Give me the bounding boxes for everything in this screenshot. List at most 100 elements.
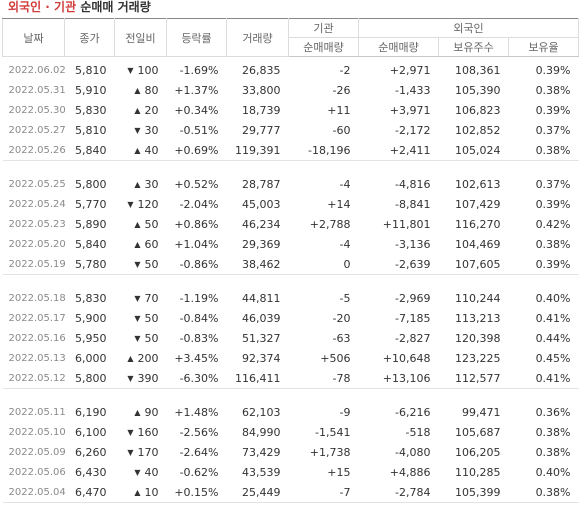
row-rate: -1.69% bbox=[179, 63, 219, 77]
row-volume: 119,391 bbox=[226, 140, 289, 161]
row-rate: -0.83% bbox=[179, 331, 219, 345]
row-rate: +3.45% bbox=[174, 351, 219, 365]
row-close: 5,780 bbox=[64, 254, 115, 275]
arrow-down-icon: ▼ bbox=[134, 467, 141, 477]
header-frgn-ratio: 보유율 bbox=[507, 37, 580, 57]
row-date: 2022.05.13 bbox=[8, 352, 66, 364]
change-value: 100 bbox=[137, 63, 159, 77]
arrow-up-icon: ▲ bbox=[134, 179, 141, 189]
row-frgn-ratio: 0.38% bbox=[535, 83, 571, 97]
table-row: 2022.06.02 5,810 ▼ 100 -1.69% 26,835 -2 +2,971 1… bbox=[3, 57, 579, 81]
change-value: 30 bbox=[144, 177, 159, 191]
change-value: 90 bbox=[144, 405, 159, 419]
row-frgn-ratio: 0.39% bbox=[508, 254, 579, 275]
row-rate: -0.62% bbox=[179, 465, 219, 479]
row-inst-net: +15 bbox=[327, 465, 351, 479]
table-row: 2022.05.24 5,770 ▼ 120 -2.04% 45,003 +14 -8,841… bbox=[3, 194, 579, 214]
row-date: 2022.05.24 bbox=[8, 198, 66, 210]
row-change: ▲ 20 bbox=[115, 100, 167, 120]
table-row: 2022.05.16 5,950 ▼ 50 -0.83% 51,327 -63 -2,827 1… bbox=[3, 328, 579, 348]
row-volume: 38,462 bbox=[226, 254, 289, 275]
arrow-up-icon: ▲ bbox=[134, 145, 141, 155]
table-row: 2022.05.10 6,100 ▼ 160 -2.56% 84,990 -1,541 -51… bbox=[3, 422, 579, 442]
title-net-volume: 순매매 거래량 bbox=[80, 0, 151, 14]
row-volume: 44,811 bbox=[242, 291, 281, 305]
row-change: ▲ 200 bbox=[115, 348, 167, 368]
row-rate: +0.86% bbox=[174, 217, 219, 231]
table-row: 2022.05.17 5,900 ▼ 50 -0.84% 46,039 -20 -7,185 1… bbox=[3, 308, 579, 328]
row-frgn-ratio: 0.45% bbox=[535, 351, 571, 365]
header-date: 날짜 bbox=[2, 18, 65, 57]
row-volume: 46,039 bbox=[242, 311, 281, 325]
arrow-down-icon: ▼ bbox=[134, 313, 141, 323]
row-close: 5,840 bbox=[75, 237, 107, 251]
change-value: 70 bbox=[144, 291, 159, 305]
row-change: ▲ 10 bbox=[114, 482, 167, 503]
header-institution: 기관 bbox=[288, 18, 359, 38]
row-rate: +0.34% bbox=[174, 103, 219, 117]
row-date: 2022.05.06 bbox=[8, 466, 66, 478]
arrow-up-icon: ▲ bbox=[134, 239, 141, 249]
row-frgn-net: +11,801 bbox=[382, 217, 431, 231]
row-volume: 28,787 bbox=[242, 177, 281, 191]
row-change: ▼ 50 bbox=[115, 308, 167, 328]
row-close: 5,830 bbox=[75, 291, 107, 305]
row-volume: 18,739 bbox=[242, 103, 281, 117]
row-frgn-ratio: 0.39% bbox=[535, 197, 571, 211]
table-row: 2022.05.30 5,830 ▲ 20 +0.34% 18,739 +11 +3,971 1… bbox=[3, 100, 579, 120]
row-frgn-ratio: 0.41% bbox=[535, 311, 571, 325]
row-change: ▲ 40 bbox=[114, 140, 167, 161]
row-rate: -2.56% bbox=[179, 425, 219, 439]
row-volume: 92,374 bbox=[242, 351, 281, 365]
row-inst-net: -7 bbox=[288, 482, 359, 503]
row-change: ▼ 160 bbox=[115, 422, 167, 442]
header-inst-net: 순매매량 bbox=[288, 37, 359, 57]
row-frgn-ratio: 0.36% bbox=[535, 405, 571, 419]
row-date: 2022.05.04 bbox=[2, 482, 66, 503]
row-close: 5,830 bbox=[75, 103, 107, 117]
table-row: 2022.05.18 5,830 ▼ 70 -1.19% 44,811 -5 -2,969 11… bbox=[3, 285, 579, 308]
row-inst-net: -4 bbox=[339, 177, 351, 191]
header-frgn-holdings: 보유주수 bbox=[438, 37, 509, 57]
row-frgn-net: -2,969 bbox=[395, 291, 431, 305]
change-value: 160 bbox=[137, 425, 159, 439]
arrow-up-icon: ▲ bbox=[134, 487, 141, 497]
row-volume: 45,003 bbox=[242, 197, 281, 211]
row-frgn-holdings: 99,471 bbox=[462, 405, 501, 419]
table-row: 2022.05.25 5,800 ▲ 30 +0.52% 28,787 -4 -4,816 10… bbox=[3, 171, 579, 194]
row-date: 2022.05.16 bbox=[8, 332, 66, 344]
row-frgn-net: -4,080 bbox=[395, 445, 431, 459]
row-change: ▲ 60 bbox=[115, 234, 167, 254]
table-row: 2022.05.27 5,810 ▼ 30 -0.51% 29,777 -60 -2,172 1… bbox=[3, 120, 579, 140]
row-frgn-ratio: 0.37% bbox=[535, 123, 571, 137]
row-frgn-net: +2,971 bbox=[389, 63, 431, 77]
row-inst-net: -5 bbox=[339, 291, 351, 305]
row-close: 5,810 bbox=[75, 63, 107, 77]
row-frgn-holdings: 102,852 bbox=[455, 123, 501, 137]
row-frgn-ratio: 0.37% bbox=[535, 177, 571, 191]
table-row: 2022.05.12 5,800 ▼ 390 -6.30% 116,411 -78 +13,1… bbox=[2, 368, 579, 389]
arrow-down-icon: ▼ bbox=[134, 259, 141, 269]
row-change: ▼ 120 bbox=[115, 194, 167, 214]
row-rate: -0.51% bbox=[179, 123, 219, 137]
row-inst-net: +506 bbox=[320, 351, 351, 365]
row-frgn-holdings: 104,469 bbox=[455, 237, 501, 251]
section-title: 외국인 · 기관 순매매 거래량 bbox=[8, 0, 151, 16]
row-frgn-holdings: 106,205 bbox=[455, 445, 501, 459]
header-foreign: 외국인 bbox=[357, 18, 580, 38]
arrow-down-icon: ▼ bbox=[127, 373, 134, 383]
row-inst-net: -4 bbox=[339, 237, 351, 251]
arrow-down-icon: ▼ bbox=[127, 447, 134, 457]
arrow-down-icon: ▼ bbox=[134, 293, 141, 303]
row-frgn-holdings: 113,213 bbox=[455, 311, 501, 325]
row-volume: 51,327 bbox=[242, 331, 281, 345]
row-volume: 62,103 bbox=[242, 405, 281, 419]
row-frgn-holdings: 105,687 bbox=[455, 425, 501, 439]
row-rate: +1.04% bbox=[174, 237, 219, 251]
arrow-down-icon: ▼ bbox=[134, 125, 141, 135]
change-value: 60 bbox=[144, 237, 159, 251]
change-value: 50 bbox=[144, 217, 159, 231]
row-frgn-ratio: 0.39% bbox=[535, 103, 571, 117]
row-close: 5,810 bbox=[75, 123, 107, 137]
row-close: 6,190 bbox=[75, 405, 107, 419]
